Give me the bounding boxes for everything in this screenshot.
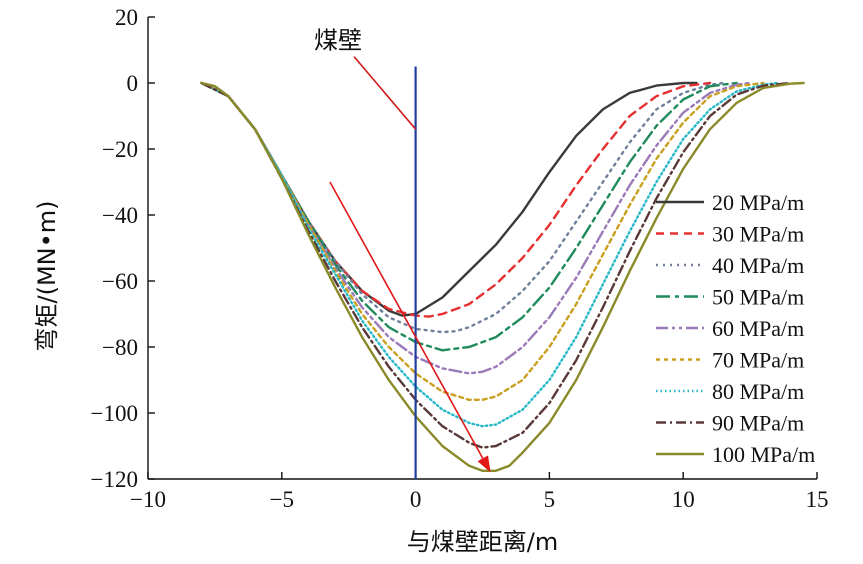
trend-arrow	[329, 181, 484, 459]
x-tick-label: 15	[806, 487, 829, 512]
plot-area: −10 −5 0 5 10 15 20 0 −20 −40 −60 −80 −100 −120 煤壁	[91, 5, 829, 512]
y-tick-label: −40	[102, 203, 138, 228]
series-line-8	[200, 81, 792, 449]
x-tick-label: 5	[544, 487, 556, 512]
x-tick-label: 10	[672, 487, 695, 512]
legend-label-9: 100 MPa/m	[712, 442, 815, 467]
y-tick-label: 0	[127, 71, 139, 96]
x-tick-label: −10	[130, 487, 166, 512]
legend-label-6: 70 MPa/m	[712, 348, 804, 373]
legend-label-2: 30 MPa/m	[712, 222, 804, 247]
series-group	[200, 81, 805, 472]
y-ticks: 20 0 −20 −40 −60 −80 −100 −120	[91, 5, 155, 492]
y-axis-title: 弯矩/(MN•m)	[33, 200, 61, 351]
legend-label-8: 90 MPa/m	[712, 411, 804, 436]
coal-wall-label: 煤壁	[314, 27, 362, 55]
x-axis-title: 与煤壁距离/m	[407, 528, 558, 556]
x-tick-label: 0	[410, 487, 422, 512]
legend-label-4: 50 MPa/m	[712, 285, 804, 310]
y-tick-label: −100	[91, 401, 138, 426]
legend: 20 MPa/m 30 MPa/m 40 MPa/m 50 MPa/m 60 MPa/m…	[656, 190, 815, 467]
series-line-9	[200, 81, 805, 472]
x-ticks: −10 −5 0 5 10 15	[130, 472, 829, 512]
trend-arrow-head	[477, 455, 491, 473]
legend-label-7: 80 MPa/m	[712, 379, 804, 404]
x-tick-label: −5	[270, 487, 294, 512]
series-line-5	[200, 81, 752, 375]
coal-wall-pointer	[353, 56, 417, 130]
series-line-3	[200, 81, 725, 334]
legend-label-3: 40 MPa/m	[712, 253, 804, 278]
y-tick-label: −80	[102, 335, 138, 360]
legend-label-5: 60 MPa/m	[712, 316, 804, 341]
y-tick-label: −60	[102, 269, 138, 294]
y-tick-label: 20	[115, 5, 138, 30]
series-line-7	[200, 81, 779, 428]
series-line-6	[200, 81, 765, 401]
legend-label-1: 20 MPa/m	[712, 190, 804, 215]
y-tick-label: −20	[102, 137, 138, 162]
y-tick-label: −120	[91, 467, 138, 492]
